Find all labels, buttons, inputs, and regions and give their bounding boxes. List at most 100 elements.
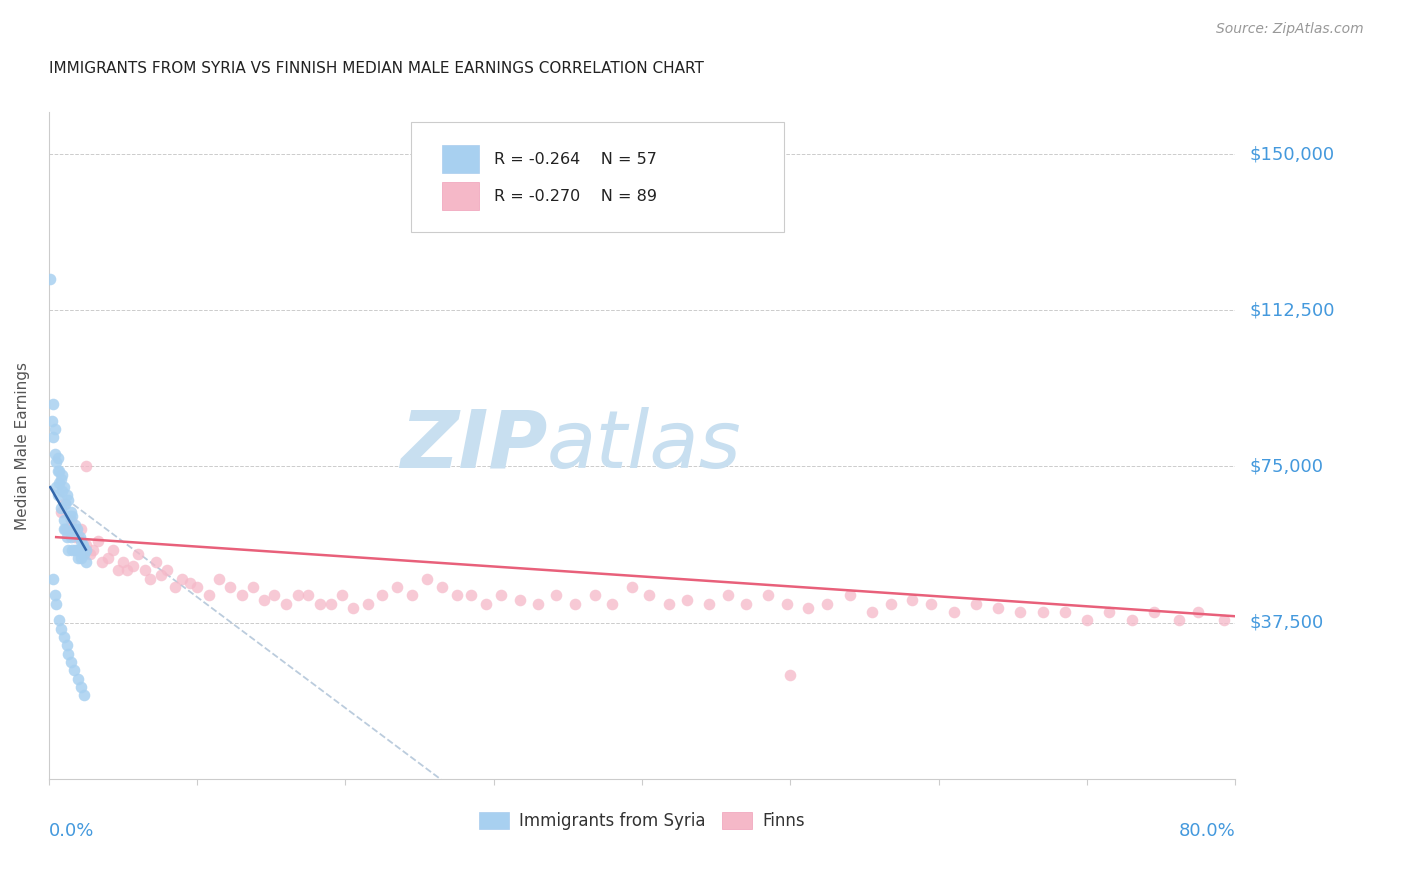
Point: [91, 555, 114, 569]
FancyBboxPatch shape: [441, 182, 479, 211]
Point: [231, 589, 253, 603]
Point: [1143, 605, 1166, 619]
Point: [208, 572, 231, 586]
Point: [59, 530, 82, 544]
Point: [75, 539, 97, 553]
FancyBboxPatch shape: [441, 145, 479, 173]
Point: [51, 467, 73, 482]
Y-axis label: Median Male Earnings: Median Male Earnings: [15, 361, 30, 530]
Point: [965, 597, 987, 611]
Point: [72, 539, 94, 553]
Point: [62, 509, 84, 524]
Point: [430, 580, 453, 594]
Point: [66, 522, 89, 536]
Point: [127, 547, 149, 561]
Point: [45, 455, 67, 469]
Point: [66, 542, 89, 557]
Point: [46, 463, 69, 477]
Point: [198, 589, 221, 603]
Point: [401, 589, 423, 603]
Point: [186, 580, 208, 594]
Point: [242, 580, 264, 594]
Point: [79, 547, 101, 561]
Point: [1053, 605, 1076, 619]
Point: [48, 614, 70, 628]
Point: [371, 589, 394, 603]
Point: [69, 530, 91, 544]
Point: [658, 597, 681, 611]
Point: [1212, 614, 1234, 628]
Point: [416, 572, 439, 586]
Point: [97, 551, 120, 566]
Text: R = -0.270    N = 89: R = -0.270 N = 89: [494, 189, 657, 204]
Point: [179, 576, 201, 591]
Point: [42, 430, 65, 444]
Text: IMMIGRANTS FROM SYRIA VS FINNISH MEDIAN MALE EARNINGS CORRELATION CHART: IMMIGRANTS FROM SYRIA VS FINNISH MEDIAN …: [49, 61, 703, 76]
Point: [56, 647, 79, 661]
Point: [274, 597, 297, 611]
Point: [70, 680, 93, 694]
Point: [70, 534, 93, 549]
Point: [122, 559, 145, 574]
Point: [56, 492, 79, 507]
Point: [263, 589, 285, 603]
Point: [253, 592, 276, 607]
Point: [779, 667, 801, 681]
Text: $75,000: $75,000: [1250, 458, 1323, 475]
Point: [697, 597, 720, 611]
Point: [51, 484, 73, 499]
Point: [489, 589, 512, 603]
Point: [901, 592, 924, 607]
Text: 0.0%: 0.0%: [49, 822, 94, 840]
Point: [163, 580, 186, 594]
Point: [53, 497, 76, 511]
Point: [52, 514, 75, 528]
Legend: Immigrants from Syria, Finns: Immigrants from Syria, Finns: [472, 805, 811, 837]
Point: [1098, 605, 1121, 619]
Point: [42, 397, 65, 411]
Point: [52, 497, 75, 511]
Point: [1168, 614, 1191, 628]
Point: [41, 413, 63, 427]
FancyBboxPatch shape: [411, 122, 785, 232]
Point: [62, 542, 84, 557]
Point: [602, 597, 624, 611]
Point: [55, 639, 77, 653]
Point: [48, 463, 70, 477]
Text: $112,500: $112,500: [1250, 301, 1334, 319]
Point: [356, 597, 378, 611]
Point: [1010, 605, 1032, 619]
Point: [63, 522, 86, 536]
Point: [45, 480, 67, 494]
Point: [287, 589, 309, 603]
Text: ZIP: ZIP: [399, 407, 547, 484]
Point: [52, 630, 75, 644]
Point: [75, 459, 97, 474]
Point: [73, 689, 96, 703]
Point: [49, 622, 72, 636]
Point: [817, 597, 839, 611]
Point: [297, 589, 319, 603]
Point: [49, 500, 72, 515]
Point: [675, 592, 697, 607]
Point: [52, 522, 75, 536]
Point: [46, 488, 69, 502]
Point: [73, 547, 96, 561]
Point: [134, 564, 156, 578]
Point: [1076, 614, 1098, 628]
Point: [838, 589, 860, 603]
Point: [67, 672, 90, 686]
Point: [111, 555, 134, 569]
Point: [44, 447, 66, 461]
Point: [67, 530, 90, 544]
Point: [717, 589, 740, 603]
Point: [138, 572, 160, 586]
Point: [942, 605, 965, 619]
Point: [56, 542, 79, 557]
Point: [65, 517, 87, 532]
Point: [446, 589, 468, 603]
Text: atlas: atlas: [547, 407, 742, 484]
Point: [117, 564, 139, 578]
Point: [332, 589, 354, 603]
Point: [880, 597, 903, 611]
